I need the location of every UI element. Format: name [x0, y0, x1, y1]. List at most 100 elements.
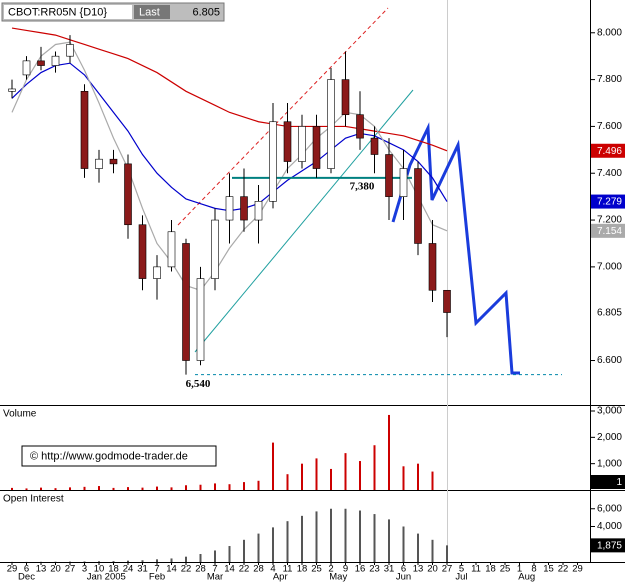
x-tick-label: 18 [485, 564, 496, 575]
y-tick-label: 7.400 [597, 168, 622, 179]
candle-body [356, 114, 364, 139]
bar [315, 511, 318, 562]
bar [170, 558, 173, 562]
x-tick-label: 7 [154, 564, 159, 575]
last-label: Last [139, 6, 160, 18]
x-tick-label: 27 [65, 564, 76, 575]
month-label: May [329, 572, 347, 582]
bar [214, 550, 216, 562]
value-box [591, 143, 625, 158]
bar [127, 560, 129, 562]
bar [127, 487, 129, 490]
value-box-label: 1,875 [597, 541, 622, 552]
plot-layer: 6.6006.8007.0007.2007.4007.6007.8008.000… [3, 27, 625, 582]
x-tick-label: 25 [500, 564, 511, 575]
candle-body [414, 168, 422, 244]
bar [359, 510, 361, 562]
trend-line [194, 89, 414, 353]
x-tick-label: 20 [50, 564, 61, 575]
x-tick-label: 28 [195, 564, 206, 575]
x-tick-label: 13 [36, 564, 47, 575]
bar [257, 533, 260, 562]
value-box-label: 7.279 [597, 197, 622, 208]
bar [417, 533, 419, 562]
value-box-label: 7.496 [597, 146, 622, 157]
bar [214, 483, 216, 490]
x-tick-label: 7 [212, 564, 217, 575]
value-box [591, 194, 625, 209]
bar [417, 463, 419, 490]
bar [431, 539, 434, 562]
panel-title: Volume [3, 409, 37, 420]
x-tick-label: 14 [166, 564, 177, 575]
bar [344, 508, 347, 562]
symbol: CBOT:RR05N {D10} [8, 6, 107, 18]
bar [373, 514, 376, 562]
candle-body [109, 158, 118, 165]
y-tick-label: 7.800 [597, 74, 622, 85]
bar [156, 559, 158, 562]
bar [112, 561, 115, 562]
candle-body [385, 154, 393, 197]
value-box [591, 223, 625, 238]
candle-body [240, 196, 248, 221]
x-tick-label: 3 [82, 564, 87, 575]
y-tick-label: 4,000 [597, 521, 622, 532]
month-label: Feb [149, 572, 165, 582]
y-tick-label: 6,000 [597, 503, 622, 514]
trend-line [177, 7, 389, 226]
candle-body [124, 163, 132, 226]
bar [243, 539, 245, 562]
candle-body [153, 266, 161, 279]
x-tick-label: 20 [427, 564, 438, 575]
bar [156, 486, 158, 490]
bar [272, 442, 274, 490]
x-tick-label: 9 [343, 564, 348, 575]
x-tick-label: 23 [369, 564, 380, 575]
x-tick-label: 6 [24, 564, 29, 575]
bar [344, 453, 347, 490]
x-tick-label: 5 [459, 564, 464, 575]
candle-body [254, 201, 263, 221]
bar [199, 484, 202, 490]
candle-body [37, 60, 45, 66]
candle-body [370, 137, 379, 155]
last-value: 6.805 [192, 6, 220, 18]
bar [286, 521, 289, 562]
bar [272, 527, 274, 562]
candle-body [196, 278, 205, 361]
x-tick-label: 15 [543, 564, 554, 575]
symbol-box [4, 5, 132, 19]
candle-body [22, 60, 31, 76]
x-tick-label: 27 [442, 564, 453, 575]
candle-body [428, 243, 437, 291]
x-tick-label: 31 [137, 564, 148, 575]
month-label: Aug [518, 572, 535, 582]
candle-body [327, 79, 335, 169]
candle-body [283, 121, 292, 162]
bar [83, 486, 86, 490]
bar [69, 487, 71, 490]
x-tick-label: 2 [328, 564, 333, 575]
x-tick-label: 10 [94, 564, 105, 575]
bar [431, 471, 434, 490]
y-tick-label: 2,000 [597, 432, 622, 443]
x-tick-label: 22 [181, 564, 192, 575]
bar [185, 556, 187, 562]
x-tick-label: 25 [311, 564, 322, 575]
x-tick-label: 29 [572, 564, 583, 575]
y-tick-label: 7.200 [597, 215, 622, 226]
x-tick-label: 22 [558, 564, 569, 575]
bar [388, 414, 390, 490]
projection-path [391, 122, 520, 375]
bar [25, 488, 28, 490]
bar [402, 526, 405, 562]
x-tick-label: 11 [283, 564, 293, 575]
candle-body [269, 121, 277, 202]
candle-body [443, 289, 451, 313]
last-box [134, 5, 170, 19]
x-tick-label: 4 [270, 564, 275, 575]
bar [388, 519, 390, 562]
bar [98, 561, 100, 562]
